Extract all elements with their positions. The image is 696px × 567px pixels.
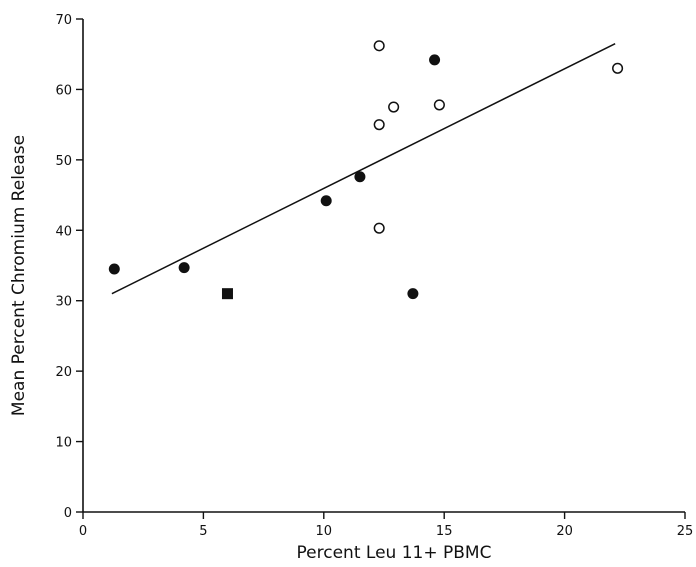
data-point-open-circle: [373, 119, 385, 131]
axes: 0 10 20 30 40 50 60 70 0 5 10 15 20 25: [55, 13, 693, 539]
data-point-open-circle: [433, 99, 445, 111]
x-tick-label: 25: [677, 524, 694, 539]
y-tick-label: 40: [55, 224, 72, 239]
y-tick-label: 50: [55, 154, 72, 169]
x-axis-title: Percent Leu 11+ PBMC: [297, 543, 492, 563]
data-point-open-circle: [388, 101, 400, 113]
data-point-filled-circle: [108, 263, 120, 275]
data-point-filled-circle: [320, 195, 332, 207]
x-tick-label: 15: [436, 524, 453, 539]
x-tick-label: 10: [316, 524, 333, 539]
data-point-filled-square: [221, 288, 233, 300]
data-point-filled-circle: [354, 171, 366, 183]
regression-line: [111, 42, 616, 295]
data-point-filled-circle: [407, 288, 419, 300]
x-tick-label: 5: [199, 524, 207, 539]
y-axis-title: Mean Percent Chromium Release: [9, 135, 29, 416]
data-marks: [108, 40, 624, 300]
data-point-open-circle: [373, 40, 385, 52]
y-tick-label: 30: [55, 295, 72, 310]
data-point-open-circle: [612, 62, 624, 74]
y-tick-label: 20: [55, 365, 72, 380]
y-tick-label: 60: [55, 83, 72, 98]
x-tick-label: 0: [79, 524, 87, 539]
data-point-open-circle: [373, 222, 385, 234]
y-tick-label: 10: [55, 436, 72, 451]
data-point-filled-circle: [429, 54, 441, 66]
y-tick-label: 0: [64, 506, 72, 521]
x-tick-label: 20: [556, 524, 573, 539]
data-point-filled-circle: [178, 262, 190, 274]
y-tick-label: 70: [55, 13, 72, 28]
